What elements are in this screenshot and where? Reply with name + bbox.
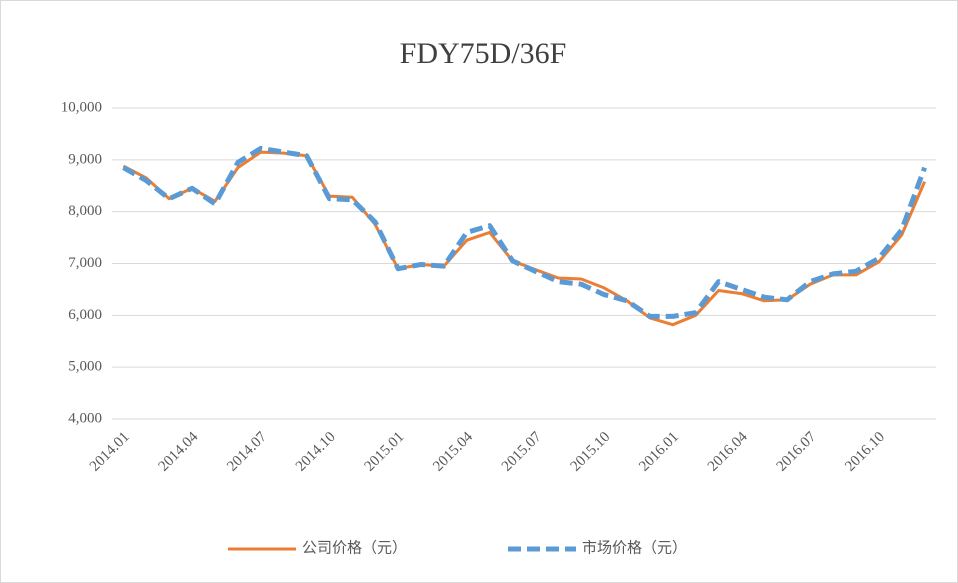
y-tick-label: 4,000	[68, 410, 102, 426]
chart-title: FDY75D/36F	[400, 37, 567, 70]
legend-label: 公司价格（元）	[302, 539, 407, 556]
y-tick-label: 7,000	[68, 255, 102, 271]
y-tick-label: 9,000	[68, 151, 102, 167]
y-tick-label: 6,000	[68, 307, 102, 323]
legend-label: 市场价格（元）	[582, 539, 687, 556]
y-tick-label: 8,000	[68, 203, 102, 219]
y-tick-label: 10,000	[61, 99, 102, 115]
series-line	[122, 145, 927, 319]
y-tick-label: 5,000	[68, 359, 102, 375]
